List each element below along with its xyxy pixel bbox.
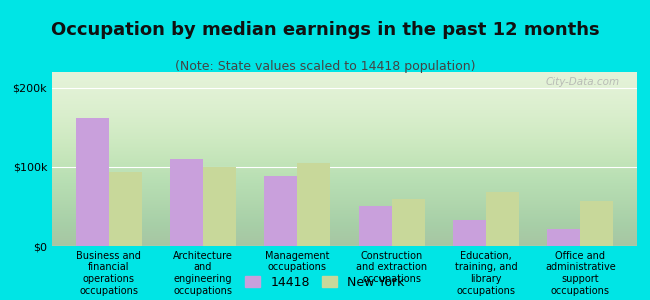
Bar <box>453 220 486 246</box>
Legend: 14418, New York: 14418, New York <box>240 271 410 294</box>
Bar <box>359 206 392 246</box>
Bar <box>75 118 109 246</box>
Bar <box>392 199 424 246</box>
Text: Occupation by median earnings in the past 12 months: Occupation by median earnings in the pas… <box>51 21 599 39</box>
Bar <box>297 163 330 246</box>
Bar <box>547 229 580 246</box>
Text: (Note: State values scaled to 14418 population): (Note: State values scaled to 14418 popu… <box>175 60 475 73</box>
Bar <box>265 176 297 246</box>
Text: City-Data.com: City-Data.com <box>545 77 619 87</box>
Bar <box>170 159 203 246</box>
Bar <box>203 167 236 246</box>
Bar <box>486 192 519 246</box>
Bar <box>580 201 614 246</box>
Bar <box>109 172 142 246</box>
